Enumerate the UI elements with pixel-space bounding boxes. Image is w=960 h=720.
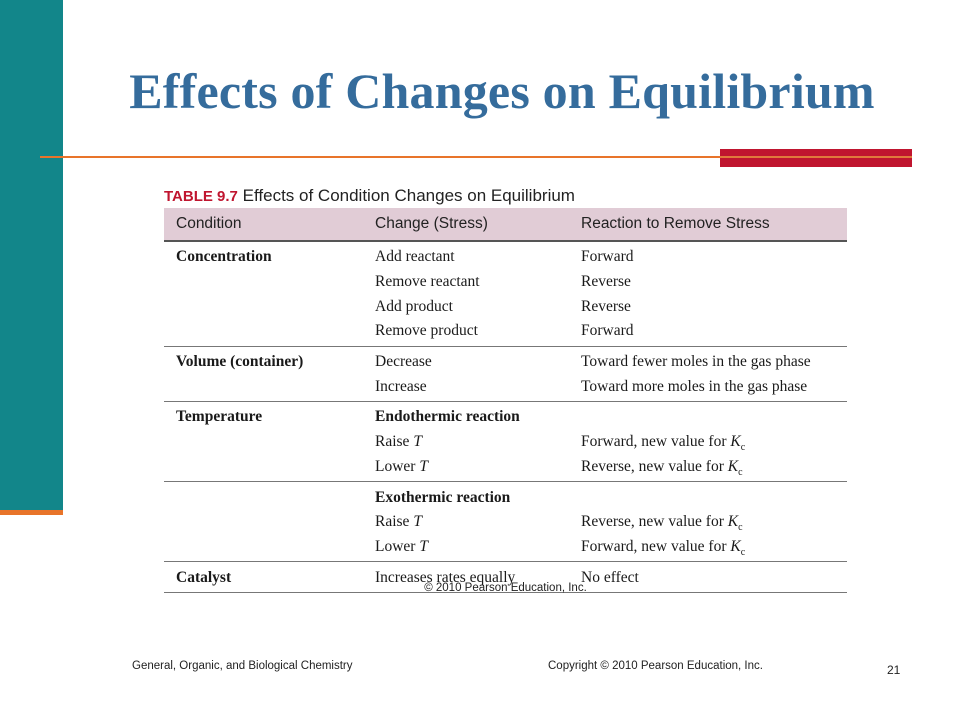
footer-course: General, Organic, and Biological Chemist… [132, 660, 353, 672]
table-row: Increase Toward more moles in the gas ph… [164, 374, 847, 399]
cell-reaction: Reverse, new value for Kc [581, 513, 743, 534]
cell-reaction: Reverse, new value for Kc [581, 457, 743, 478]
table-row: Remove reactant Reverse [164, 270, 847, 295]
cell-condition: Concentration [176, 248, 272, 266]
footer-copyright: Copyright © 2010 Pearson Education, Inc. [548, 660, 763, 672]
table-row: Lower T Reverse, new value for Kc [164, 455, 847, 480]
cell-reaction: Forward [581, 322, 634, 340]
cell-change: Add reactant [375, 248, 455, 266]
table-title: Effects of Condition Changes on Equilibr… [242, 186, 575, 205]
cell-change: Exothermic reaction [375, 488, 511, 506]
title-rule [40, 156, 912, 158]
cell-reaction: Forward [581, 248, 634, 266]
cell-change: Lower T [375, 457, 428, 475]
table-copyright: © 2010 Pearson Education, Inc. [424, 582, 587, 594]
sidebar-bar [0, 0, 63, 512]
cell-reaction: Toward more moles in the gas phase [581, 377, 808, 395]
cell-reaction: Reverse [581, 273, 631, 291]
cell-change: Increase [375, 377, 427, 395]
table-group-concentration: Concentration Add reactant Forward Remov… [164, 242, 847, 347]
table-row: Volume (container) Decrease Toward fewer… [164, 350, 847, 375]
cell-reaction: Forward, new value for Kc [581, 433, 746, 454]
table-header: Condition Change (Stress) Reaction to Re… [164, 208, 847, 242]
title-rule-accent-line [720, 156, 912, 158]
header-reaction: Reaction to Remove Stress [581, 215, 770, 232]
cell-change: Add product [375, 297, 453, 315]
cell-condition: Catalyst [176, 568, 232, 586]
cell-reaction: Forward, new value for Kc [581, 537, 746, 558]
cell-change: Raise T [375, 513, 422, 531]
table-row: Lower T Forward, new value for Kc [164, 535, 847, 560]
header-change: Change (Stress) [375, 215, 488, 232]
table-group-exothermic: Exothermic reaction Raise T Reverse, new… [164, 482, 847, 563]
cell-condition: Temperature [176, 408, 263, 426]
title-rule-accent [720, 149, 912, 167]
table-group-volume: Volume (container) Decrease Toward fewer… [164, 347, 847, 403]
cell-change: Lower T [375, 537, 428, 555]
table-caption: TABLE 9.7 Effects of Condition Changes o… [164, 186, 575, 206]
sidebar-accent [0, 510, 63, 515]
table-row: Raise T Reverse, new value for Kc [164, 510, 847, 535]
header-condition: Condition [176, 215, 242, 232]
slide-title: Effects of Changes on Equilibrium [129, 63, 875, 119]
table-label: TABLE 9.7 [164, 188, 238, 205]
cell-change: Endothermic reaction [375, 408, 520, 426]
table-group-temperature-endothermic: Temperature Endothermic reaction Raise T… [164, 402, 847, 483]
equilibrium-table: Condition Change (Stress) Reaction to Re… [164, 208, 847, 593]
table-row: Concentration Add reactant Forward [164, 245, 847, 270]
cell-change: Remove product [375, 322, 478, 340]
table-row: Remove product Forward [164, 319, 847, 344]
table-group-catalyst: Catalyst Increases rates equally No effe… [164, 562, 847, 593]
table-row: Exothermic reaction [164, 485, 847, 510]
cell-change: Decrease [375, 353, 432, 371]
table-row: Raise T Forward, new value for Kc [164, 430, 847, 455]
cell-change: Increases rates equally [375, 568, 516, 586]
cell-change: Raise T [375, 433, 422, 451]
cell-condition: Volume (container) [176, 353, 304, 371]
table-row: Catalyst Increases rates equally No effe… [164, 565, 847, 590]
cell-reaction: Toward fewer moles in the gas phase [581, 353, 811, 371]
cell-reaction: Reverse [581, 297, 631, 315]
table-row: Add product Reverse [164, 294, 847, 319]
cell-reaction: No effect [581, 568, 639, 586]
table-row: Temperature Endothermic reaction [164, 405, 847, 430]
cell-change: Remove reactant [375, 273, 480, 291]
page-number: 21 [887, 663, 901, 677]
